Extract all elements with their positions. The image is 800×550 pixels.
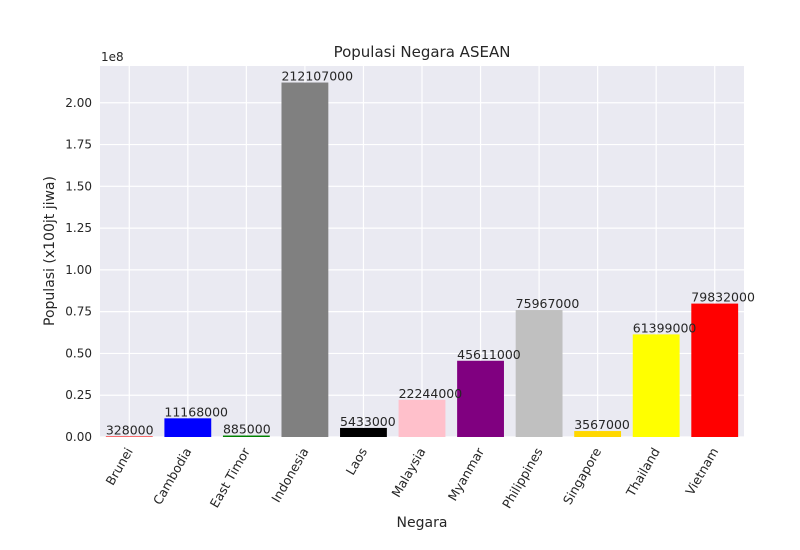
x-tick-label: Brunei [103,445,136,488]
y-tick-label: 1.00 [65,263,92,277]
data-label: 212107000 [281,69,353,84]
chart-title: Populasi Negara ASEAN [334,43,511,61]
x-axis-label: Negara [397,515,448,531]
data-label: 885000 [223,422,271,437]
x-tick-label: Philippines [499,445,546,511]
x-axis-ticks: Brunei Cambodia East Timor Indonesia Laos Mal… [103,444,722,511]
x-tick-label: Vietnam [682,445,721,498]
data-label: 328000 [106,422,154,437]
data-label: 79832000 [691,290,755,305]
data-label: 3567000 [574,417,630,432]
x-tick-label: East Timor [207,444,254,510]
bar-brunei [105,436,153,437]
data-label: 11168000 [164,404,228,419]
x-tick-label: Myanmar [445,444,488,503]
y-axis-ticks: 0.00 0.25 0.50 0.75 1.00 1.25 1.50 1.75 2.00 [65,96,92,444]
data-label: 75967000 [516,296,580,311]
x-tick-label: Laos [343,445,370,477]
y-axis-label: Populasi (x100jt jiwa) [42,176,58,326]
bar-myanmar [457,360,504,437]
data-label: 45611000 [457,347,521,362]
bar-philippines [515,310,563,437]
y-tick-label: 0.50 [65,346,92,360]
bar-laos [340,427,387,437]
x-tick-label: Cambodia [150,445,195,507]
y-axis-offset-label: 1e8 [101,50,124,64]
y-tick-label: 1.75 [65,138,92,152]
bars [105,82,739,437]
bar-east-timor [222,435,270,437]
x-tick-label: Singapore [560,445,605,507]
x-tick-label: Thailand [622,445,662,500]
bar-indonesia [281,82,329,437]
data-label: 61399000 [633,320,697,335]
x-tick-label: Malaysia [388,445,428,500]
bar-malaysia [398,399,446,437]
y-tick-label: 1.25 [65,221,92,235]
y-tick-label: 0.25 [65,388,92,402]
y-tick-label: 1.50 [65,179,92,193]
data-labels: 328000 11168000 885000 212107000 54330002224… [106,69,755,438]
y-tick-label: 0.75 [65,305,92,319]
data-label: 5433000 [340,414,396,429]
y-tick-label: 2.00 [65,96,92,110]
bar-thailand [632,334,680,437]
bar-vietnam [691,303,739,437]
data-label: 22244000 [399,386,463,401]
y-tick-label: 0.00 [65,430,92,444]
x-tick-label: Indonesia [268,445,311,505]
bar-cambodia [164,418,212,437]
bar-singapore [574,431,622,437]
